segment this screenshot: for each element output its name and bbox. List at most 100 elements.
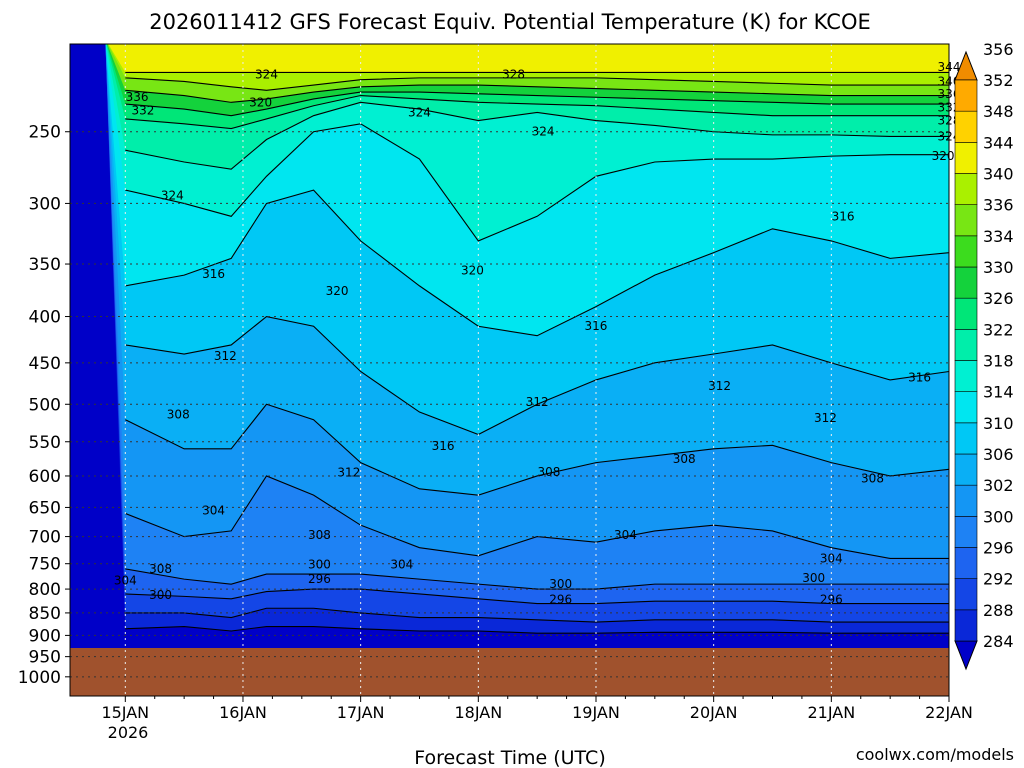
contour-label: 320 xyxy=(249,95,272,109)
contour-label: 304 xyxy=(202,503,225,517)
y-tick-label: 900 xyxy=(29,626,61,646)
colorbar-tick-label: 348 xyxy=(983,102,1014,121)
colorbar-tick-label: 334 xyxy=(983,227,1014,246)
colorbar-tick-label: 340 xyxy=(983,165,1014,184)
contour-label: 316 xyxy=(585,319,608,333)
contour-label: 304 xyxy=(114,574,137,588)
contour-label: 300 xyxy=(149,588,172,602)
y-tick-label: 250 xyxy=(29,123,61,143)
terrain-below-ground xyxy=(70,648,949,696)
colorbar-swatch xyxy=(954,142,978,174)
contour-label: 312 xyxy=(708,379,731,393)
y-tick-label: 600 xyxy=(29,467,61,487)
contour-label: 304 xyxy=(820,551,843,565)
colorbar-tick-label: 284 xyxy=(983,632,1014,651)
contour-label: 308 xyxy=(308,528,331,542)
colorbar-swatch xyxy=(954,79,978,112)
contour-label: 308 xyxy=(149,562,172,576)
colorbar-tick-label: 310 xyxy=(983,414,1014,433)
colorbar-tick-label: 356 xyxy=(983,40,1014,59)
grid-lines xyxy=(70,44,949,696)
contour-label: 296 xyxy=(308,572,331,586)
contour-label: 312 xyxy=(526,395,549,409)
contour-label: 308 xyxy=(537,465,560,479)
x-axis: 15JAN 16JAN 17JAN 18JAN 19JAN 20JAN 21JAN 22JAN xyxy=(101,696,973,722)
contour-line-340 xyxy=(125,77,949,91)
contour-line-332 xyxy=(125,91,949,117)
y-tick-label: 450 xyxy=(29,354,61,374)
x-tick-label: 15JAN xyxy=(101,703,149,722)
contour-line-292 xyxy=(125,607,949,623)
colorbar-swatch xyxy=(954,453,978,486)
colorbar-tick-label: 302 xyxy=(983,476,1014,495)
x-tick-label: 18JAN xyxy=(454,703,502,722)
contour-label: 320 xyxy=(932,149,955,163)
colorbar-tick-label: 326 xyxy=(983,289,1014,308)
contour-label: 316 xyxy=(908,370,931,384)
y-tick-label: 800 xyxy=(29,580,61,600)
colorbar-swatch xyxy=(954,578,978,611)
colorbar-tick-label: 300 xyxy=(983,507,1014,526)
colorbar-swatch xyxy=(954,329,978,361)
y-tick-label: 500 xyxy=(29,395,61,415)
y-tick-label: 550 xyxy=(29,433,61,453)
contour-label: 312 xyxy=(214,349,237,363)
contour-label: 324 xyxy=(255,67,278,81)
contour-label: 296 xyxy=(820,593,843,607)
contour-label: 296 xyxy=(549,593,572,607)
y-tick-label: 950 xyxy=(29,648,61,668)
contour-label: 300 xyxy=(549,577,572,591)
contour-label: 320 xyxy=(326,284,349,298)
y-tick-label: 650 xyxy=(29,498,61,518)
x-tick-label: 20JAN xyxy=(690,703,738,722)
y-axis: 2503003504004505005506006507007508008509… xyxy=(18,123,70,688)
colorbar-tick-label: 330 xyxy=(983,258,1014,277)
colorbar-swatch xyxy=(954,266,978,299)
colorbar-swatch xyxy=(954,297,978,330)
chart-title: 2026011412 GFS Forecast Equiv. Potential… xyxy=(149,10,871,34)
contour-line-296 xyxy=(125,588,949,605)
contour-label: 316 xyxy=(832,209,855,223)
colorbar-swatch xyxy=(954,204,978,237)
colorbar-tick-label: 314 xyxy=(983,383,1014,402)
contour-line-316 xyxy=(125,189,949,337)
contour-label: 316 xyxy=(202,267,225,281)
x-tick-label: 19JAN xyxy=(572,703,620,722)
contour-label: 316 xyxy=(432,439,455,453)
colorbar-tick-label: 288 xyxy=(983,601,1014,620)
colorbar-swatch xyxy=(954,235,978,268)
contour-line-300 xyxy=(125,568,949,590)
colorbar-tick-label: 322 xyxy=(983,320,1014,339)
x-tick-label: 17JAN xyxy=(337,703,385,722)
credit-text: coolwx.com/models xyxy=(856,745,1014,764)
contour-label: 324 xyxy=(532,125,555,139)
contour-line-336 xyxy=(125,84,949,103)
plot-frame xyxy=(69,43,950,697)
y-tick-label: 700 xyxy=(29,528,61,548)
colorbar-swatch xyxy=(954,516,978,548)
colorbar-tick-label: 344 xyxy=(983,133,1014,152)
contour-label: 300 xyxy=(802,571,825,585)
colorbar-swatch xyxy=(954,391,978,424)
colorbar-bottom-arrow xyxy=(954,640,978,671)
contour-line-288 xyxy=(125,626,949,634)
contour-label: 300 xyxy=(308,558,331,572)
contour-lines xyxy=(125,71,949,634)
x-tick-label: 16JAN xyxy=(219,703,267,722)
colorbar-swatch xyxy=(954,422,978,455)
contour-label: 312 xyxy=(814,411,837,425)
colorbar-tick-label: 352 xyxy=(983,71,1014,90)
contour-label: 308 xyxy=(861,472,884,486)
contour-label: 304 xyxy=(614,528,637,542)
contour-line-320 xyxy=(125,123,949,242)
y-tick-label: 300 xyxy=(29,194,61,214)
y-tick-label: 750 xyxy=(29,555,61,575)
contour-label: 336 xyxy=(126,90,149,104)
colorbar-tick-label: 306 xyxy=(983,445,1014,464)
colorbar-tick-label: 318 xyxy=(983,352,1014,371)
y-tick-label: 350 xyxy=(29,255,61,275)
contour-label: 308 xyxy=(167,407,190,421)
contour-line-312 xyxy=(125,315,949,436)
